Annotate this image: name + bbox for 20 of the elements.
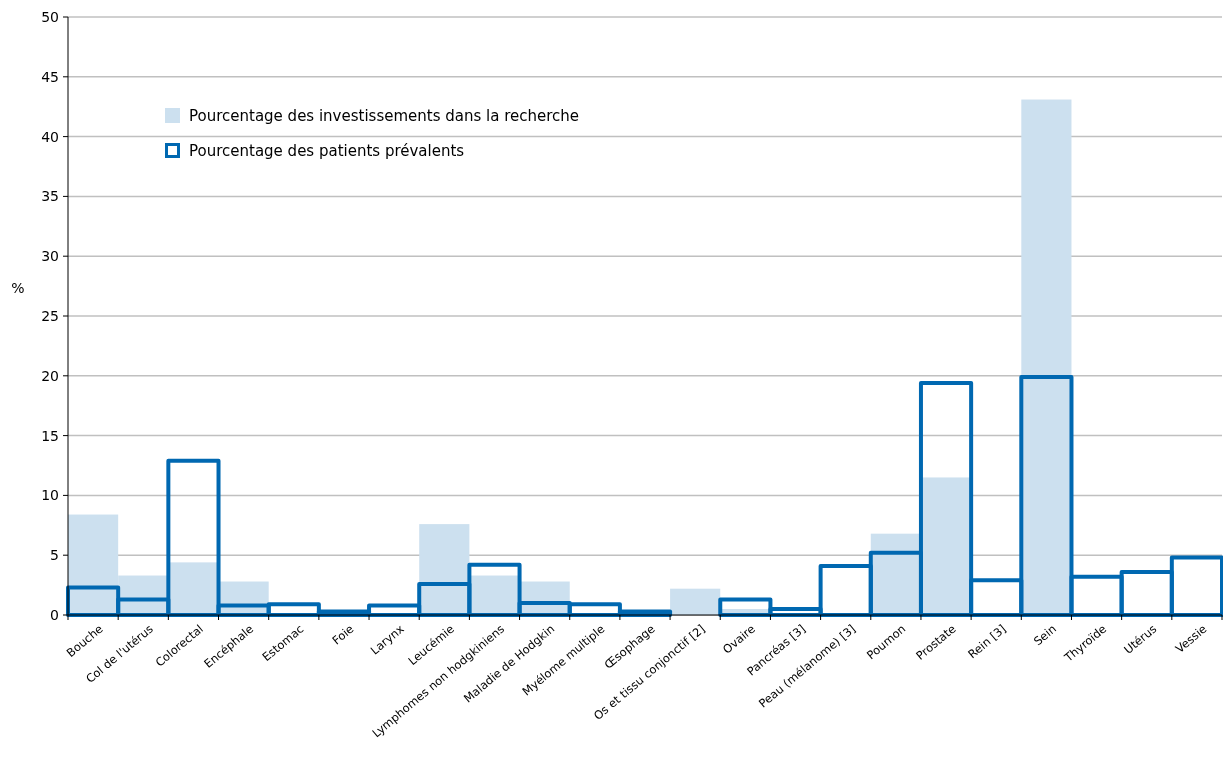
y-tick-label: 40 — [41, 128, 59, 145]
bar — [1021, 99, 1072, 615]
legend-label: Pourcentage des investissements dans la recherche — [189, 107, 580, 126]
y-tick-label: 45 — [41, 68, 59, 85]
y-tick-label: 25 — [41, 307, 59, 324]
y-tick-label: 50 — [41, 8, 59, 25]
bar — [670, 588, 721, 615]
y-tick-label: 35 — [41, 188, 59, 205]
y-tick-label: 5 — [50, 547, 59, 564]
legend-label: Pourcentage des patients prévalents — [189, 142, 465, 161]
bar — [168, 562, 219, 615]
y-tick-label: 10 — [41, 487, 59, 504]
y-tick-label: 15 — [41, 427, 59, 444]
x-tick-label: Sein — [1030, 621, 1059, 649]
y-tick-label: 30 — [41, 248, 59, 265]
y-tick-label: 0 — [50, 606, 59, 623]
x-tick-label: Rein [3] — [965, 621, 1009, 662]
y-axis-title: % — [11, 280, 25, 296]
y-tick-label: 20 — [41, 367, 59, 384]
x-tick-label: Foie — [329, 621, 357, 648]
